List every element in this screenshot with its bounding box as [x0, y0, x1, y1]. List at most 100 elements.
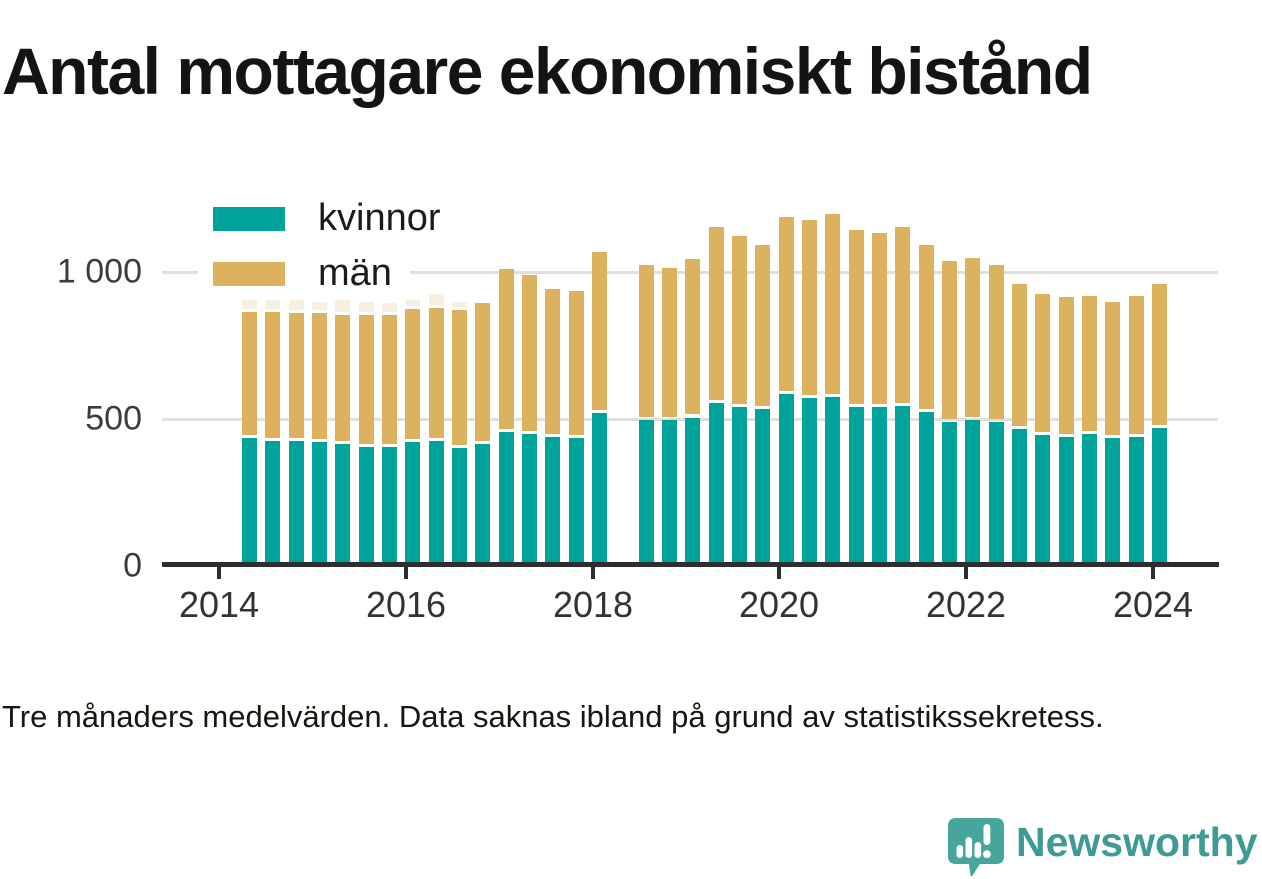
bar-segment-kvinnor-2015-kv3 [358, 446, 374, 564]
bar-segment-man-2017-kv3 [545, 288, 561, 434]
bar-segment-kvinnor-2021-kv1 [871, 407, 887, 564]
bar-segment-kvinnor-2014-kv3 [265, 440, 281, 564]
bar-segment-kvinnor-2020-kv2 [801, 398, 817, 564]
y-axis-label-1000: 1 000 [56, 252, 142, 291]
bar-segment-man-2016-kv1 [405, 309, 421, 440]
bar-segment-man-2014-kv2 [242, 311, 257, 435]
bar-segment-man-2020-kv1 [778, 216, 794, 392]
bar-segment-kvinnor-2017-kv1 [498, 432, 514, 564]
y-axis-label-0: 0 [123, 546, 142, 585]
bar-segment-sekretess-2016-kv3 [452, 301, 467, 308]
bar-segment-man-2022-kv1 [965, 257, 981, 418]
bar-segment-man-2016-kv2 [428, 307, 444, 438]
x-axis-line [162, 562, 1219, 567]
bar-segment-kvinnor-2017-kv3 [545, 436, 561, 564]
bar-segment-man-2023-kv4 [1128, 295, 1144, 434]
bar-segment-man-2021-kv2 [895, 226, 911, 403]
bar-segment-kvinnor-2020-kv3 [825, 396, 841, 564]
bar-segment-man-2018-kv3 [638, 265, 654, 418]
bar-segment-kvinnor-2022-kv2 [988, 421, 1004, 564]
bar-segment-man-2019-kv1 [685, 259, 701, 415]
bar-segment-man-2020-kv3 [825, 213, 841, 394]
bar-segment-man-2017-kv2 [522, 275, 537, 431]
bar-segment-kvinnor-2016-kv4 [475, 443, 491, 564]
footer-note: Tre månaders medelvärden. Data saknas ib… [2, 699, 1104, 734]
bar-segment-man-2021-kv4 [941, 260, 957, 419]
bar-segment-man-2017-kv1 [498, 269, 514, 430]
legend-label-man: män [318, 252, 392, 294]
bar-segment-kvinnor-2016-kv3 [452, 448, 467, 564]
bar-segment-kvinnor-2021-kv2 [895, 405, 911, 564]
bar-segment-kvinnor-2022-kv4 [1035, 435, 1051, 564]
x-axis-label-2022: 2022 [925, 584, 1007, 625]
bar-segment-kvinnor-2019-kv4 [755, 408, 771, 564]
legend-swatch-kvinnor [213, 206, 285, 231]
bar-segment-kvinnor-2019-kv3 [731, 407, 747, 564]
x-axis-label-2018: 2018 [552, 584, 634, 625]
bar-segment-kvinnor-2019-kv2 [708, 402, 724, 564]
newsworthy-wordmark: Newsworthy [1016, 819, 1258, 865]
bar-segment-kvinnor-2017-kv2 [522, 433, 537, 564]
bar-segment-kvinnor-2023-kv4 [1128, 436, 1144, 564]
bar-segment-man-2015-kv1 [312, 313, 327, 440]
bar-segment-sekretess-2015-kv1 [312, 301, 327, 311]
bar-segment-sekretess-2016-kv1 [405, 300, 421, 307]
bar-segment-man-2019-kv2 [708, 226, 724, 400]
x-axis-tick-2022 [964, 562, 968, 579]
bar-segment-man-2022-kv3 [1011, 284, 1027, 427]
bar-segment-sekretess-2014-kv4 [288, 298, 304, 311]
y-axis-label-500: 500 [85, 399, 142, 438]
bar-segment-man-2023-kv3 [1105, 301, 1121, 435]
x-axis-label-2020: 2020 [738, 584, 820, 625]
x-axis-tick-2020 [777, 562, 781, 579]
bar-segment-man-2014-kv4 [288, 313, 304, 438]
bar-segment-kvinnor-2015-kv4 [382, 446, 397, 564]
bar-segment-man-2020-kv2 [801, 219, 817, 396]
bar-segment-kvinnor-2018-kv4 [661, 420, 677, 564]
legend-item-kvinnor: kvinnor [198, 193, 459, 245]
bar-segment-man-2023-kv1 [1058, 297, 1074, 434]
bar-segment-kvinnor-2020-kv4 [848, 407, 864, 564]
bar-segment-man-2015-kv2 [335, 314, 351, 441]
bar-segment-kvinnor-2021-kv3 [918, 411, 934, 564]
bar-segment-kvinnor-2018-kv3 [638, 420, 654, 564]
bar-segment-man-2021-kv3 [918, 244, 934, 409]
bar-segment-man-2022-kv2 [988, 265, 1004, 419]
bar-segment-kvinnor-2022-kv3 [1011, 429, 1027, 564]
bar-segment-man-2017-kv4 [568, 291, 584, 435]
bar-segment-sekretess-2016-kv2 [428, 294, 444, 305]
bar-segment-man-2019-kv4 [755, 244, 771, 406]
bar-segment-man-2018-kv4 [661, 268, 677, 418]
bar-segment-sekretess-2015-kv3 [358, 301, 374, 312]
x-axis-tick-2014 [217, 562, 221, 579]
bar-segment-kvinnor-2016-kv2 [428, 440, 444, 564]
bar-segment-man-2019-kv3 [731, 235, 747, 405]
bar-segment-kvinnor-2017-kv4 [568, 438, 584, 564]
bar-segment-kvinnor-2019-kv1 [685, 417, 701, 564]
bar-segment-man-2018-kv1 [592, 251, 607, 411]
bar-segment-kvinnor-2014-kv2 [242, 438, 257, 564]
page-title: Antal mottagare ekonomiskt bistånd [2, 34, 1093, 109]
bar-segment-kvinnor-2018-kv1 [592, 413, 607, 564]
bar-segment-kvinnor-2024-kv1 [1151, 427, 1167, 564]
bar-segment-man-2016-kv4 [475, 303, 491, 441]
bar-segment-kvinnor-2022-kv1 [965, 420, 981, 564]
bar-segment-kvinnor-2016-kv1 [405, 442, 421, 564]
bar-segment-man-2015-kv3 [358, 314, 374, 444]
bar-segment-man-2024-kv1 [1151, 284, 1167, 425]
bar-segment-kvinnor-2020-kv1 [778, 394, 794, 564]
x-axis-label-2016: 2016 [365, 584, 447, 625]
x-axis-tick-2024 [1151, 562, 1155, 579]
x-axis-label-2014: 2014 [178, 584, 260, 625]
x-axis-tick-2018 [591, 562, 595, 579]
x-axis-tick-2016 [404, 562, 408, 579]
newsworthy-bubble-icon [948, 818, 1004, 877]
bar-segment-kvinnor-2015-kv1 [312, 442, 327, 564]
bar-segment-kvinnor-2021-kv4 [941, 421, 957, 564]
x-axis-label-2024: 2024 [1112, 584, 1194, 625]
bar-segment-kvinnor-2015-kv2 [335, 443, 351, 564]
bar-segment-sekretess-2015-kv2 [335, 300, 351, 312]
bar-segment-sekretess-2015-kv4 [382, 303, 397, 312]
bar-segment-kvinnor-2023-kv2 [1081, 433, 1097, 564]
